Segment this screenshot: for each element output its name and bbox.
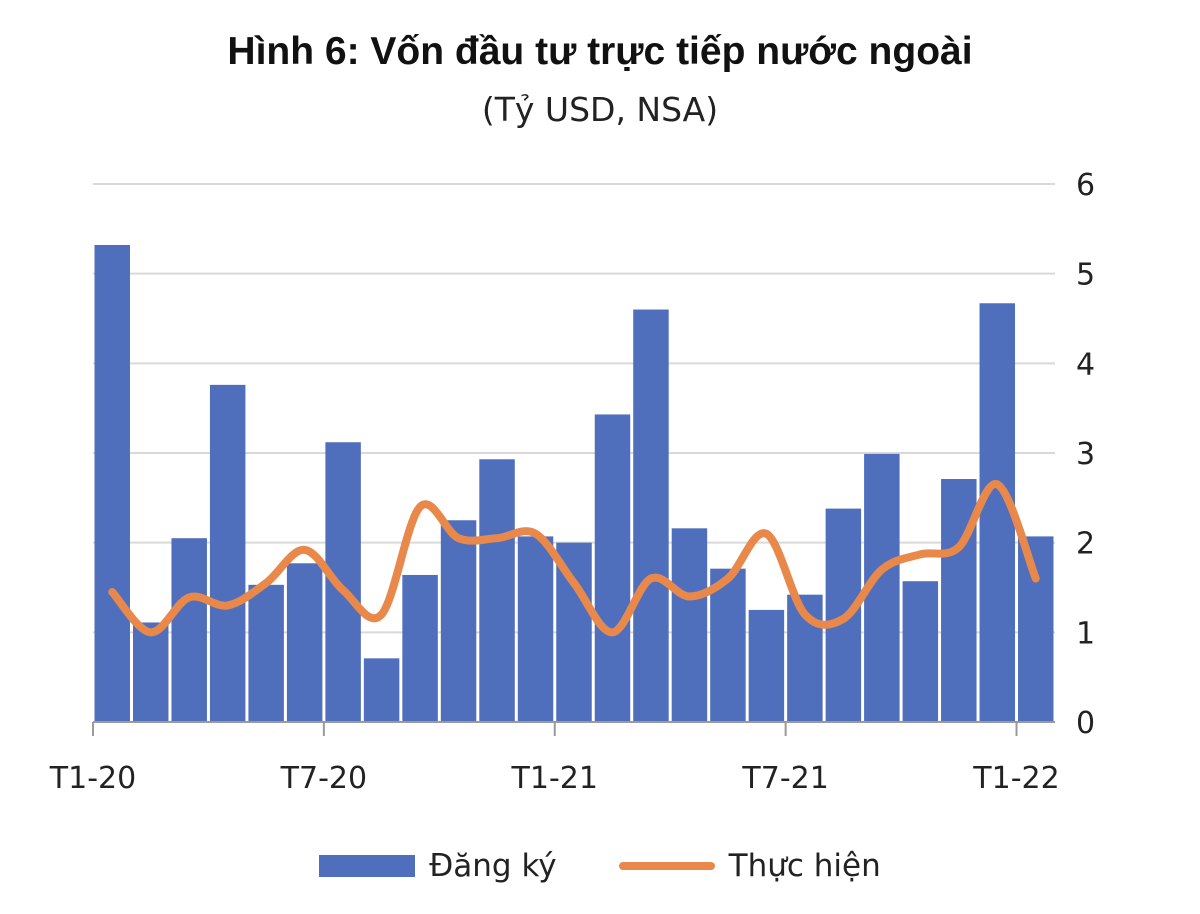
y-tick-label: 0	[1076, 706, 1095, 741]
bar-dang-ky	[633, 309, 669, 722]
legend-swatch-line	[618, 862, 715, 870]
bar-dang-ky	[402, 574, 438, 722]
y-tick-label: 5	[1076, 258, 1095, 293]
bar-dang-ky	[248, 584, 284, 722]
x-tick-label: T1-21	[511, 761, 598, 796]
bar-dang-ky	[440, 520, 477, 722]
legend-item-thuc-hien: Thực hiện	[557, 848, 881, 884]
chart-subtitle: (Tỷ USD, NSA)	[481, 90, 719, 129]
axis-layer	[92, 721, 1055, 736]
y-tick-layer: 0 1 2 3 4 5 6	[1076, 168, 1095, 741]
bar-dang-ky	[479, 459, 515, 722]
bar-dang-ky	[710, 568, 746, 722]
chart-title: Hình 6: Vốn đầu tư trực tiếp nước ngoài	[227, 30, 973, 73]
y-tick-label: 2	[1076, 527, 1095, 562]
x-tick-label: T1-20	[49, 761, 136, 796]
x-tick-layer: T1-20 T7-20 T1-21 T7-21 T1-22	[49, 761, 1060, 796]
bar-dang-ky	[209, 384, 246, 722]
bar-dang-ky	[1018, 536, 1054, 722]
line-thuc-hien	[108, 480, 1040, 637]
legend-item-dang-ky: Đăng ký	[319, 848, 557, 884]
legend-label-thuc-hien: Thực hiện	[728, 848, 881, 884]
bar-dang-ky	[748, 609, 785, 722]
y-tick-label: 3	[1076, 437, 1095, 472]
bar-dang-ky	[517, 536, 554, 722]
x-tick-label: T7-20	[280, 761, 367, 796]
x-tick-label: T7-21	[741, 761, 828, 796]
legend-swatch-bar	[319, 855, 416, 877]
bar-dang-ky	[363, 658, 400, 722]
bar-dang-ky	[171, 538, 207, 722]
chart-plot: 0 1 2 3 4 5 6 T1-20 T7-20 T1-21 T7-21 T1-22	[49, 168, 1095, 796]
bar-dang-ky	[286, 563, 323, 722]
legend: Đăng ký Thực hiện	[0, 848, 1200, 884]
x-tick-label: T1-22	[972, 761, 1059, 796]
y-tick-label: 6	[1076, 168, 1095, 203]
legend-label-dang-ky: Đăng ký	[429, 848, 557, 884]
bar-layer	[94, 244, 1054, 722]
bar-dang-ky	[902, 581, 939, 722]
y-tick-label: 4	[1076, 347, 1095, 382]
bar-dang-ky	[671, 528, 708, 722]
line-layer	[108, 480, 1040, 637]
bar-dang-ky	[94, 244, 130, 722]
bar-dang-ky	[132, 622, 169, 722]
bar-dang-ky	[594, 414, 631, 722]
y-tick-label: 1	[1076, 616, 1095, 651]
